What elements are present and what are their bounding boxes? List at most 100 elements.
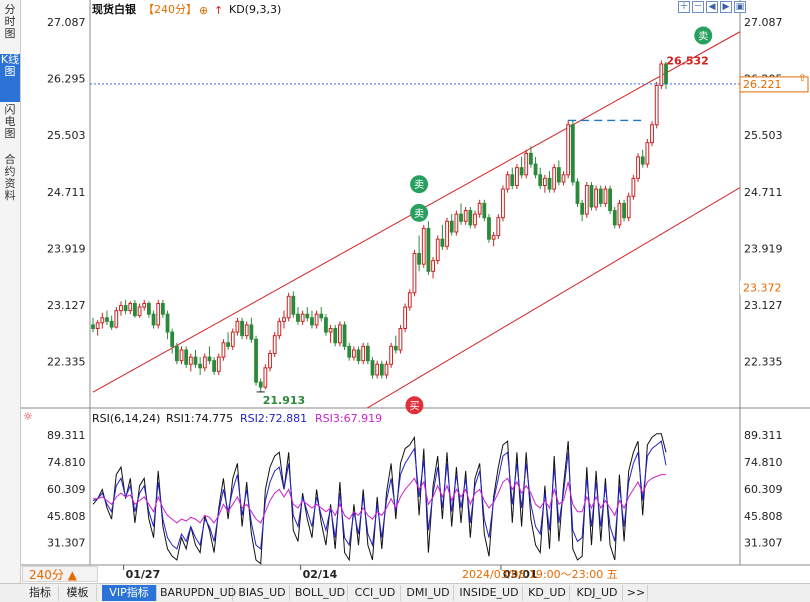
candle-body	[650, 124, 654, 144]
candle-body	[575, 181, 580, 204]
candle-body	[328, 328, 333, 333]
chart-period: 【240分】	[143, 3, 197, 16]
candle-body	[333, 328, 338, 344]
sidebar-tab-timeshare[interactable]: 分时图	[4, 3, 16, 40]
candle-body	[505, 174, 510, 190]
candle-body	[454, 213, 459, 233]
candle-body	[515, 167, 519, 187]
candle-body	[133, 302, 137, 317]
candle-body	[212, 360, 217, 372]
period-selector[interactable]: 240分 ▲	[22, 566, 98, 582]
more-tabs-button[interactable]: >>	[625, 585, 648, 601]
candle-body	[398, 328, 403, 351]
candle-body	[640, 156, 645, 165]
candle-body	[119, 305, 123, 312]
price-tick-left: 23.127	[47, 299, 86, 312]
candle-body	[566, 124, 571, 176]
tab-boll[interactable]: BOLL_UD	[293, 585, 348, 601]
sidebar-tab-kline[interactable]: K线图	[0, 54, 20, 102]
candle-body	[351, 349, 356, 358]
rsi-tick-right: 60.309	[744, 483, 783, 496]
signal-marker-sell	[410, 175, 429, 194]
reset-icon[interactable]: ▣	[734, 1, 746, 13]
rsi1-value: RSI1:74.775	[166, 412, 233, 425]
lower-channel-line	[366, 186, 740, 408]
chart-canvas[interactable]: 27.08727.08726.29526.29525.50325.50324.7…	[0, 0, 810, 583]
bottom-tab-bar: 指标 模板 VIP指标 BARUPDN_UD BIAS_UD BOLL_UD C…	[0, 583, 810, 602]
candle-body	[379, 363, 384, 376]
candle-body	[426, 227, 431, 272]
signal-marker-label: 卖	[414, 179, 424, 191]
zoom-out-icon[interactable]: －	[692, 1, 704, 13]
scroll-right-icon[interactable]: ▶	[720, 1, 732, 13]
candle-body	[622, 202, 626, 219]
candle-body	[570, 124, 575, 183]
chart-title: 现货白银	[92, 2, 137, 16]
candle-body	[542, 177, 547, 187]
candle-body	[174, 345, 179, 362]
tab-barupdn[interactable]: BARUPDN_UD	[160, 585, 237, 601]
chart-area[interactable]: 27.08727.08726.29526.29525.50325.50324.7…	[0, 0, 810, 583]
price-tick-right: 27.087	[744, 16, 783, 29]
tab-dmi[interactable]: DMI_UD	[403, 585, 454, 601]
tab-kd[interactable]: KD_UD	[525, 585, 570, 601]
indicator-label: KD(9,3,3)	[229, 3, 281, 16]
tab-cci[interactable]: CCI_UD	[350, 585, 401, 601]
x-axis: 01/27 02/14 03/01	[123, 565, 538, 581]
candle-body	[365, 345, 370, 362]
candle-body	[393, 345, 398, 351]
rsi-line-rsi1	[92, 433, 667, 565]
candle-body	[375, 363, 380, 376]
candle-body	[468, 210, 473, 226]
tab-bias[interactable]: BIAS_UD	[235, 585, 290, 601]
candle-body	[417, 252, 421, 265]
candle-body	[91, 324, 95, 330]
sidebar-tab-contract[interactable]: 合约资料	[4, 153, 16, 202]
candle-body	[100, 317, 105, 324]
candle-body	[286, 295, 291, 319]
marked-price-label: 23.372	[743, 282, 782, 295]
scroll-left-icon[interactable]: ◀	[706, 1, 718, 13]
candle-body	[440, 238, 445, 247]
sidebar: 分时图 K线图 闪电图 合约资料	[0, 0, 21, 583]
tab-indicator[interactable]: 指标	[22, 585, 59, 601]
tab-template[interactable]: 模板	[59, 585, 97, 601]
signal-marker-label: 卖	[698, 31, 708, 43]
candle-body	[202, 356, 207, 369]
candle-body	[272, 335, 277, 355]
rsi-line-rsi3	[93, 474, 666, 524]
price-tick-left: 24.711	[47, 186, 86, 199]
candle-body	[151, 313, 156, 326]
price-tick-left: 25.503	[47, 129, 86, 142]
rsi-tick-right: 45.808	[744, 510, 783, 523]
low-price-label: 21.913	[263, 394, 305, 407]
sidebar-tab-flash[interactable]: 闪电图	[4, 103, 16, 140]
candle-body	[114, 310, 119, 328]
candle-body	[459, 213, 463, 222]
candle-body	[487, 217, 491, 240]
candle-body	[249, 324, 254, 340]
candle-body	[221, 342, 226, 358]
tab-vip-indicator[interactable]: VIP指标	[102, 585, 157, 601]
candle-body	[617, 202, 622, 226]
rsi-axis: 89.311 89.311 74.810 74.810 60.309 60.309 45.8…	[47, 429, 783, 550]
tab-inside[interactable]: INSIDE_UD	[456, 585, 523, 601]
candle-body	[552, 167, 557, 190]
candle-body	[170, 331, 175, 347]
settings-icon[interactable]: ⊕	[199, 4, 208, 17]
candle-body	[389, 345, 394, 365]
candle-body	[598, 188, 603, 204]
rsi-settings-icon[interactable]: ☼	[23, 410, 33, 423]
arrow-up-icon[interactable]: ↑	[214, 4, 223, 17]
candle-body	[370, 360, 375, 376]
zoom-in-icon[interactable]: ＋	[678, 1, 690, 13]
candle-body	[524, 152, 529, 176]
rsi-tick-right: 74.810	[744, 456, 783, 469]
candle-body	[659, 63, 664, 86]
signal-marker-sell	[694, 26, 713, 45]
candle-body	[594, 188, 599, 208]
candle-body	[603, 188, 608, 204]
tab-kdj[interactable]: KDJ_UD	[572, 585, 623, 601]
candle-body	[421, 227, 426, 265]
